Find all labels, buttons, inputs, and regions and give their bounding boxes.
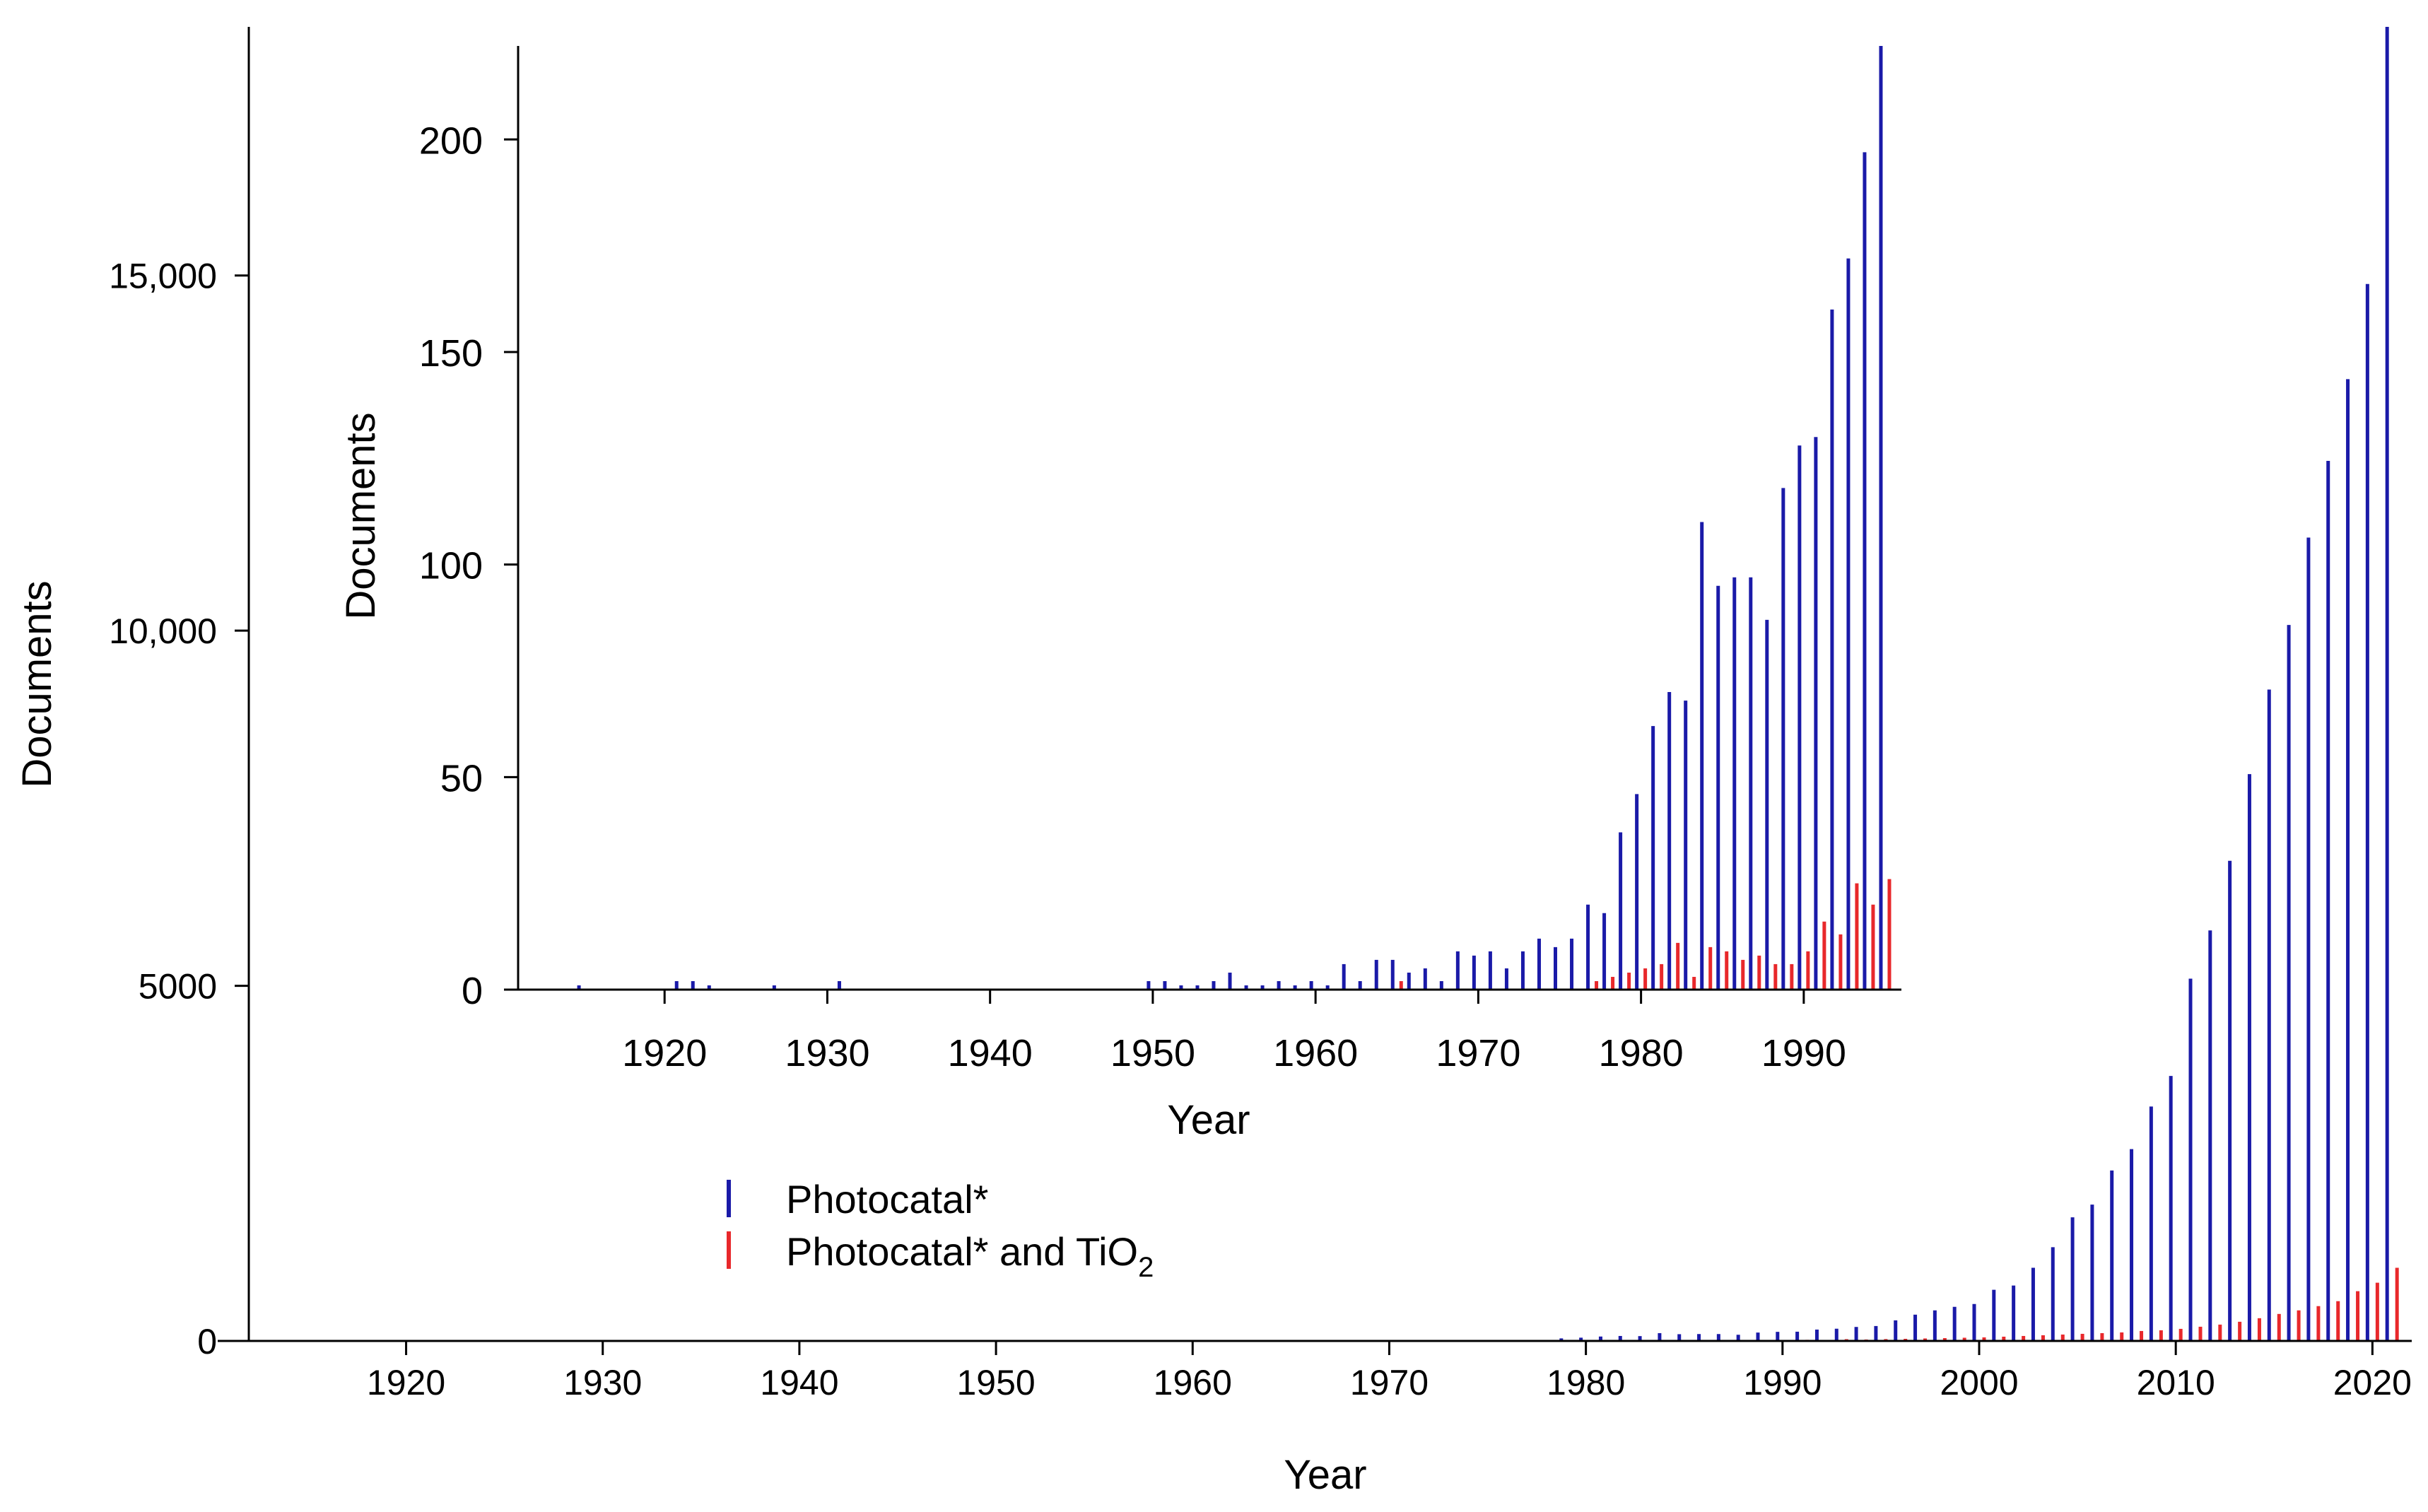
inset-y-ticks: 0 50 100 150 200: [419, 119, 518, 1012]
x-tick-label-1970: 1970: [1350, 1363, 1429, 1402]
x-tick-label-1950: 1950: [1110, 1032, 1195, 1074]
x-tick-label-1980: 1980: [1547, 1363, 1625, 1402]
y-tick-label-100: 100: [419, 545, 483, 587]
y-tick-label-0: 0: [197, 1322, 217, 1361]
y-tick-label-10000: 10,000: [109, 611, 217, 651]
inset-bars: [577, 46, 1892, 990]
x-tick-label-1920: 1920: [622, 1032, 707, 1074]
x-tick-label-1920: 1920: [367, 1363, 445, 1402]
main-y-axis-title: Documents: [14, 580, 60, 787]
legend-item-photocatal: Photocatal*: [727, 1177, 988, 1221]
x-tick-label-2020: 2020: [2333, 1363, 2412, 1402]
legend-label-main: Photocatal* and TiO: [786, 1229, 1138, 1274]
y-tick-label-150: 150: [419, 332, 483, 375]
x-tick-label-1960: 1960: [1154, 1363, 1232, 1402]
inset-x-axis-title: Year: [1167, 1097, 1250, 1143]
x-tick-label-1990: 1990: [1761, 1032, 1846, 1074]
main-y-ticks: 0 5000 10,000 15,000: [109, 257, 249, 1361]
main-x-ticks: 1920 1930 1940 1950 1960 1970 1980 1990 2000 2010…: [367, 1341, 2412, 1402]
inset-y-axis-title: Documents: [338, 412, 384, 619]
legend-label-photocatal: Photocatal*: [786, 1177, 988, 1221]
x-tick-label-1970: 1970: [1436, 1032, 1520, 1074]
x-tick-label-2000: 2000: [1940, 1363, 2018, 1402]
y-tick-label-0: 0: [462, 970, 483, 1012]
inset-background: [518, 42, 1907, 990]
x-tick-label-1930: 1930: [785, 1032, 869, 1074]
x-tick-label-1990: 1990: [1743, 1363, 1822, 1402]
x-tick-label-1940: 1940: [948, 1032, 1033, 1074]
x-tick-label-1980: 1980: [1599, 1032, 1684, 1074]
y-tick-label-15000: 15,000: [109, 257, 217, 296]
inset-x-ticks: 1920 1930 1940 1950 1960 1970 1980 1990: [622, 990, 1846, 1074]
legend-label-subscript: 2: [1138, 1252, 1154, 1283]
legend-item-photocatal-tio2: Photocatal* and TiO2: [727, 1229, 1154, 1283]
legend-label-photocatal-tio2: Photocatal* and TiO2: [786, 1229, 1154, 1283]
inset-chart: 0 50 100 150 200 1920 1930 1940 1950 1960 1970 198…: [338, 42, 1907, 1143]
legend: Photocatal* Photocatal* and TiO2: [727, 1177, 1154, 1283]
x-tick-label-1940: 1940: [760, 1363, 838, 1402]
x-tick-label-2010: 2010: [2137, 1363, 2215, 1402]
main-x-axis-title: Year: [1284, 1452, 1366, 1498]
x-tick-label-1950: 1950: [956, 1363, 1035, 1402]
y-tick-label-5000: 5000: [139, 967, 217, 1007]
y-tick-label-200: 200: [419, 119, 483, 162]
x-tick-label-1930: 1930: [563, 1363, 642, 1402]
main-bars: [1559, 27, 2399, 1341]
y-tick-label-50: 50: [440, 757, 483, 799]
x-tick-label-1960: 1960: [1273, 1032, 1358, 1074]
